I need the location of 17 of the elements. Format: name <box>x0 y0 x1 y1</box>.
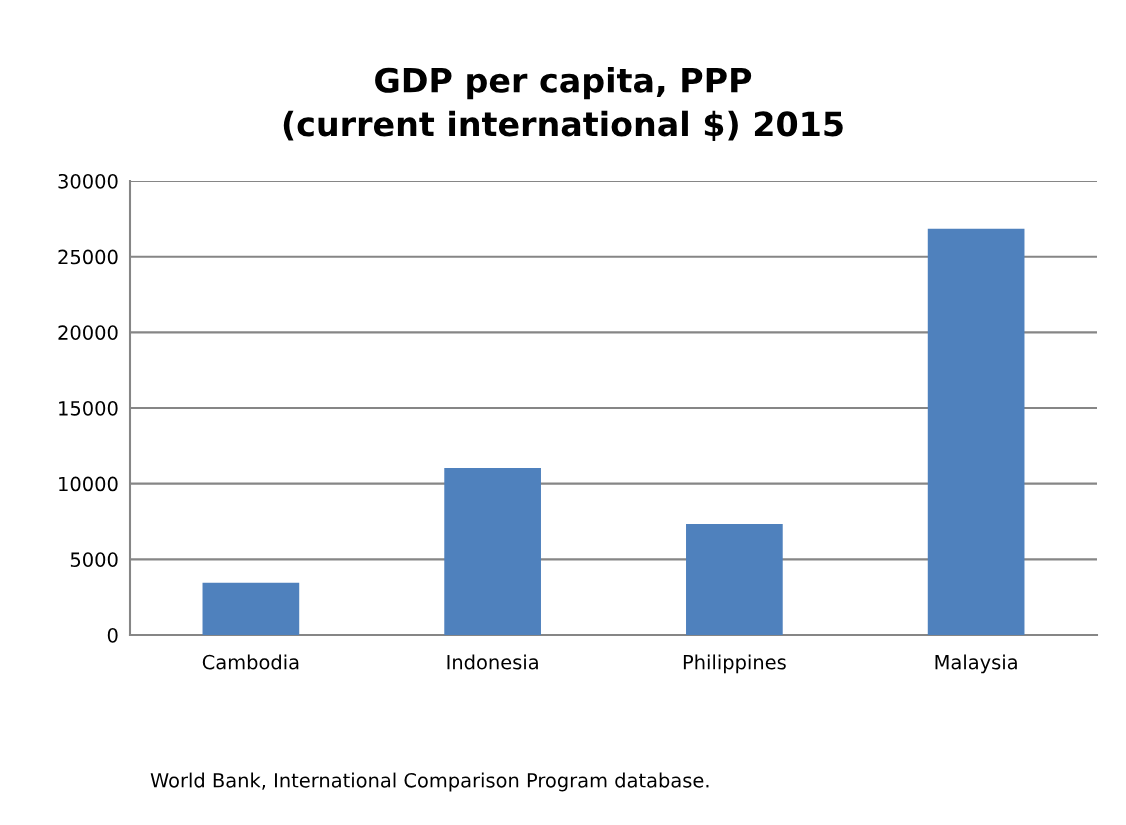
text: World Bank, International Comparison Program database. <box>150 772 709 792</box>
y-tick-label: 15000 <box>59 400 118 416</box>
y-tick-label: 25000 <box>58 249 118 265</box>
y-tick-label: 5000 <box>70 552 118 567</box>
x-tick-label: Cambodia <box>202 654 299 670</box>
y-tick-label: 10000 <box>59 476 118 492</box>
bar <box>686 524 783 635</box>
y-tick-label: 30000 <box>58 173 118 189</box>
bar <box>444 468 541 635</box>
x-tick-label: Malaysia <box>935 654 1017 674</box>
x-tick-label: Philippines <box>683 654 786 674</box>
y-tick-label: 20000 <box>58 325 118 340</box>
y-tick-label: 0 <box>107 627 118 643</box>
x-tick-label: Indonesia <box>447 654 538 670</box>
chart-title: GDP per capita, PPP (current international $) 2015 <box>283 67 843 141</box>
bar <box>927 228 1025 635</box>
bar <box>202 582 300 635</box>
